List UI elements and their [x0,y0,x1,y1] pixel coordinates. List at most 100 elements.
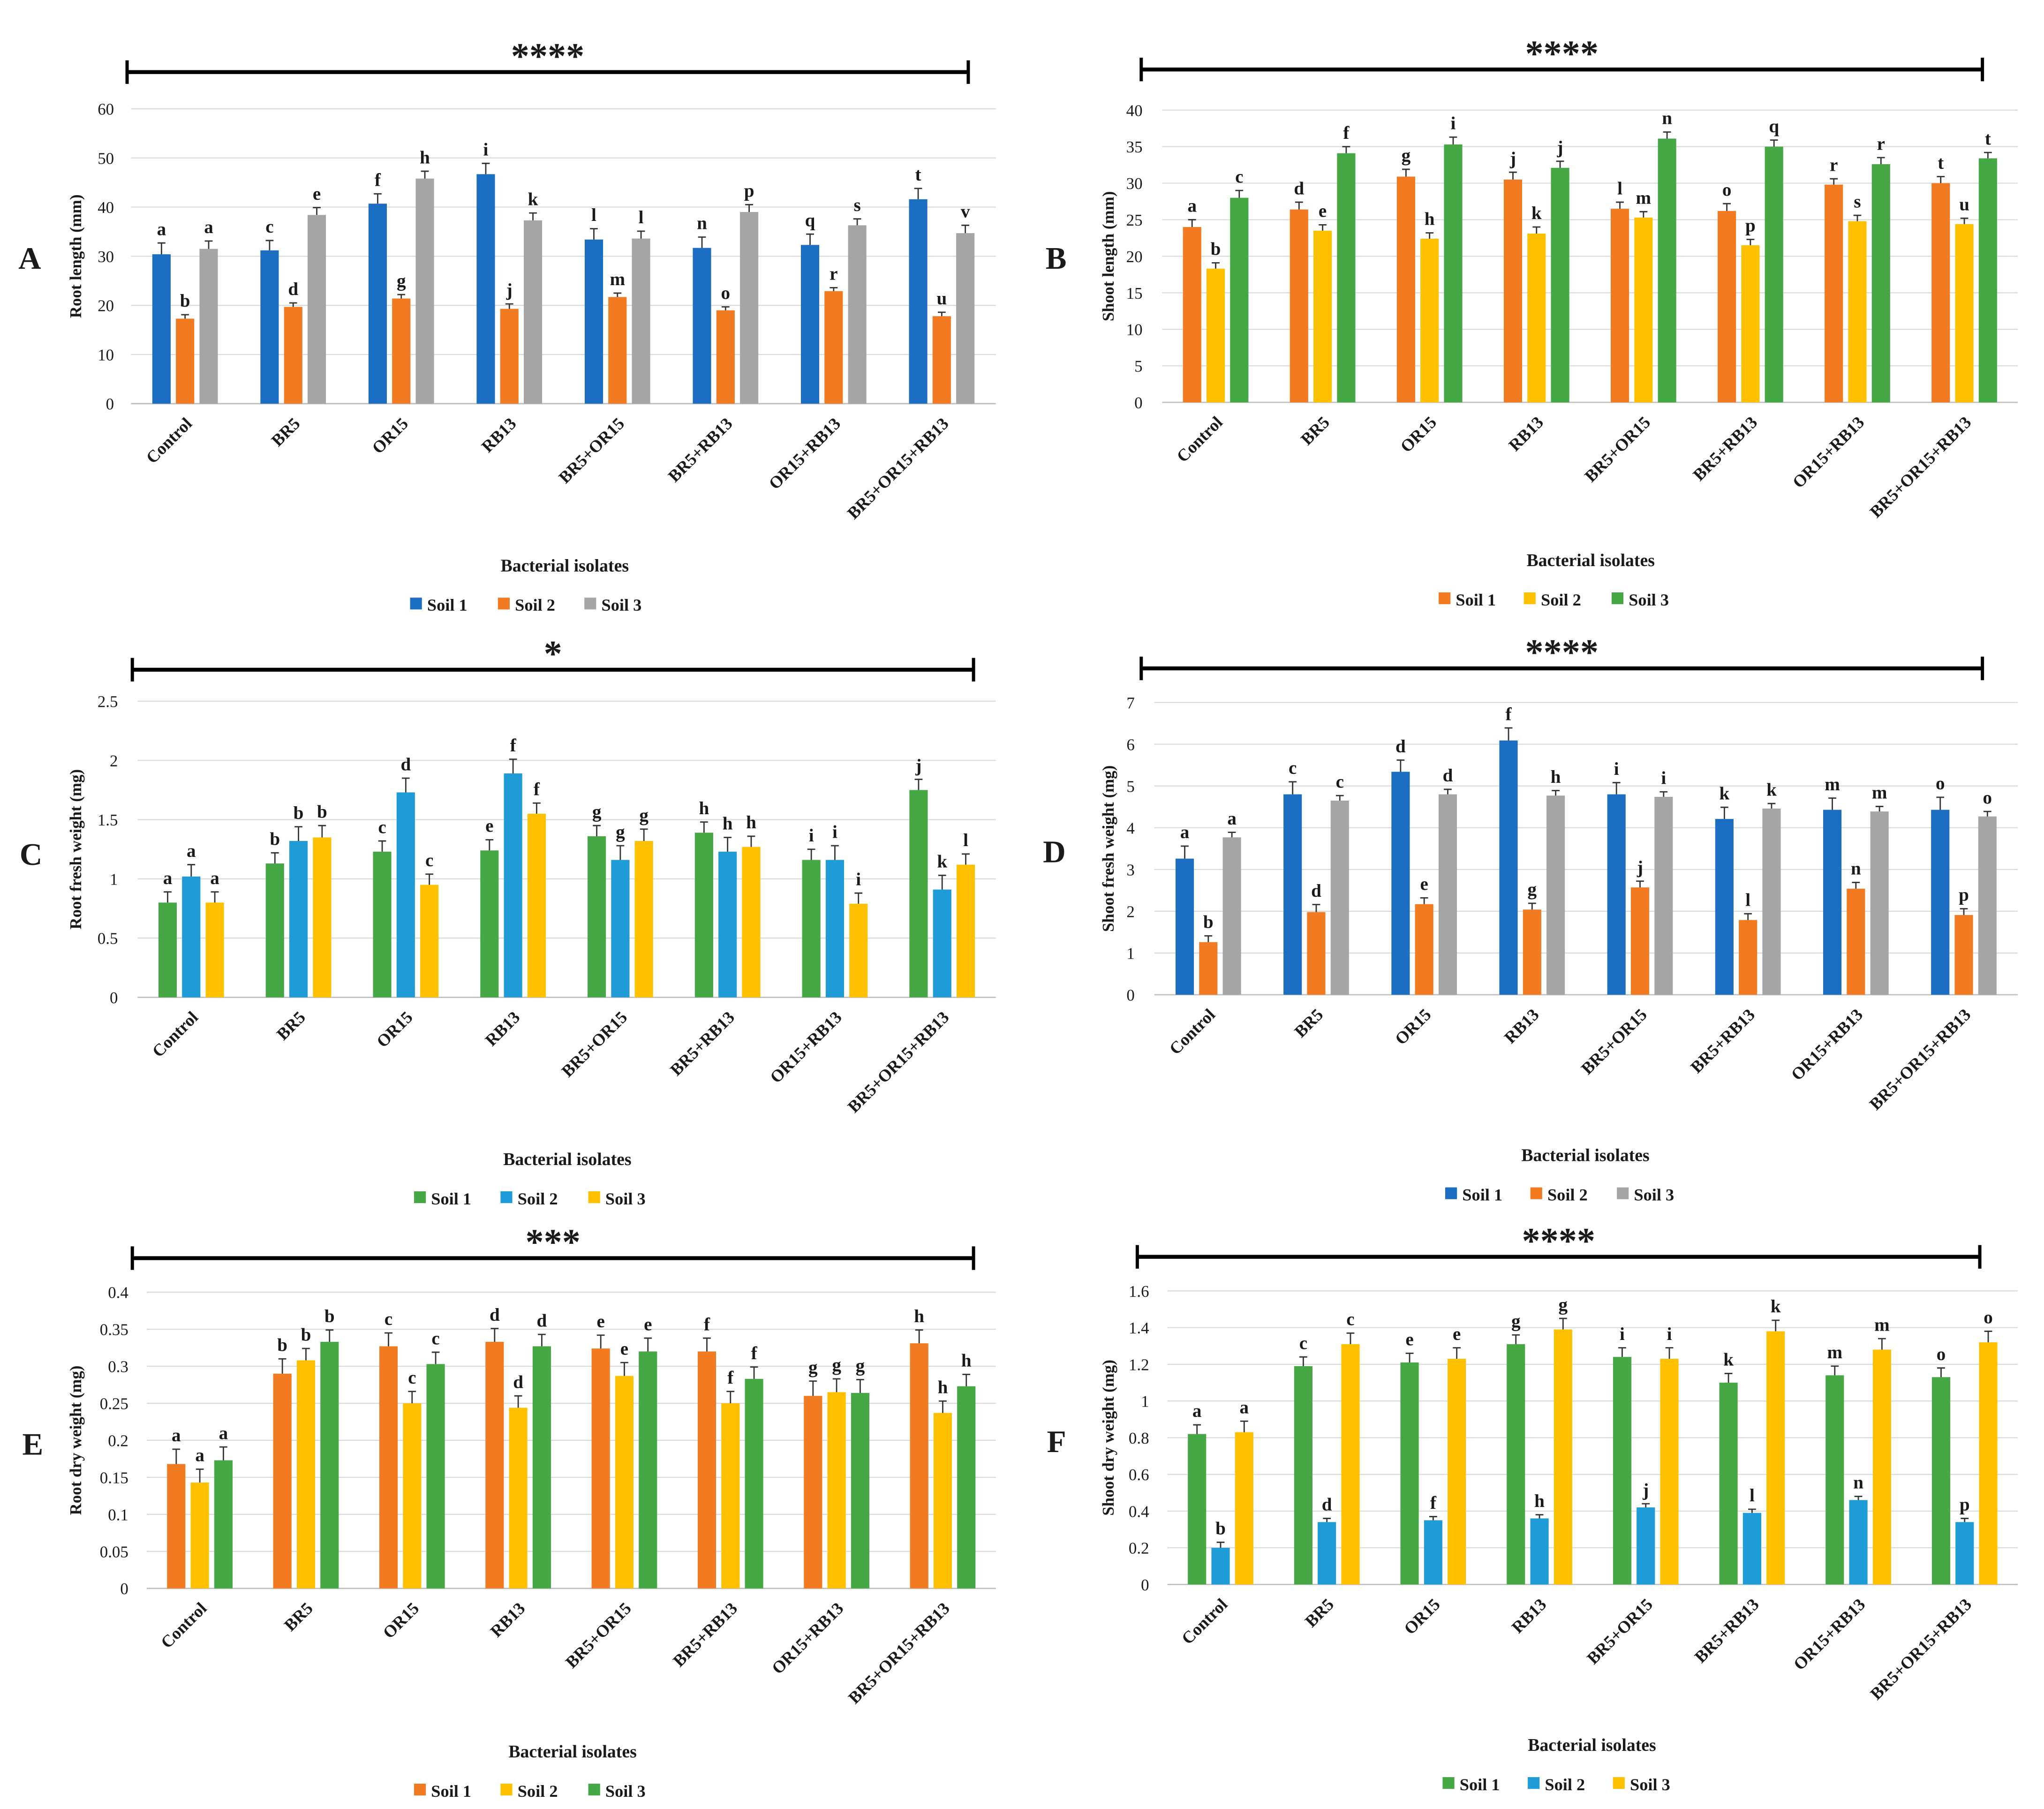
panel-letter: B [1046,241,1067,276]
bar [1444,144,1463,402]
bar [1766,1331,1785,1585]
bar [1424,1520,1442,1585]
x-tick-label: OR15 [1391,1005,1434,1048]
bar [1660,1359,1679,1585]
x-tick-label: BR5 [280,1599,317,1635]
x-tick-label: BR5+RB13 [666,1008,738,1080]
bar [848,225,867,404]
bar-letter: i [809,825,814,846]
bar [1199,942,1218,995]
y-tick-label: 4 [1126,819,1134,837]
bar-letter: q [805,210,815,230]
bar-letter: j [1637,857,1643,878]
bar-letter: m [1636,188,1652,208]
y-axis-title: Root length (mm) [67,194,85,318]
bar-letter: g [1402,145,1411,166]
bar-letter: a [1180,822,1190,842]
bar [1954,915,1973,995]
bar [1978,158,1997,402]
bar [1546,795,1565,995]
bar-letter: d [288,279,298,299]
bar [634,841,653,998]
x-tick-label: BR5+OR15+RB13 [845,1599,953,1708]
bar-letter: n [1853,1473,1863,1493]
bar-letter: k [1531,203,1542,223]
legend-swatch [1439,592,1451,605]
bar-letter: e [644,1314,652,1334]
bar-letter: b [317,802,327,822]
bar [1499,740,1518,995]
y-tick-label: 0.3 [108,1358,128,1376]
x-tick-label: OR15+RB13 [1789,413,1868,492]
bar-letter: f [534,779,540,799]
bar [205,902,224,998]
bar [1415,904,1433,995]
bar [1739,920,1757,995]
bar [523,220,543,404]
legend: Soil 1 Soil 2 Soil 3 [414,1189,646,1208]
bar [1823,810,1842,995]
y-tick-label: 0 [110,989,118,1007]
x-tick-label: BR5+OR15 [1577,1005,1651,1078]
bar-letter: d [1443,765,1453,786]
bar [1211,1548,1230,1585]
legend-swatch [1611,592,1624,605]
bar-letter: e [1453,1324,1461,1344]
bar [802,860,821,998]
legend-label: Soil 2 [1547,1186,1588,1204]
legend-label: Soil 1 [431,1189,471,1208]
bar [1396,176,1415,402]
bar [956,864,975,998]
bar [1400,1362,1419,1585]
y-tick-label: 1 [110,870,118,888]
bar [1765,146,1783,402]
y-tick-label: 1.6 [1129,1282,1149,1301]
bar-letter: b [324,1306,335,1326]
bar-letter: j [1509,148,1516,168]
bar [1420,238,1439,402]
legend-label: Soil 1 [1462,1186,1502,1204]
x-tick-label: Control [149,1008,202,1061]
y-tick-label: 1.4 [1129,1319,1149,1337]
bar-letter: a [1240,1397,1249,1417]
y-tick-label: 60 [98,100,114,119]
bar [1658,138,1676,402]
bar [1307,912,1326,995]
bar-letter: f [510,735,517,756]
bar [721,1403,740,1589]
x-axis-title: Bacterial isolates [1528,1735,1656,1755]
y-tick-label: 1.5 [98,811,118,829]
bar-letter: d [1311,881,1321,901]
legend-label: Soil 2 [518,1782,558,1801]
bar-letter: a [157,219,166,239]
legend-swatch [1530,1187,1542,1199]
bar-letter: c [265,217,273,237]
bar-letter: l [1750,1485,1755,1506]
bar-letter: o [721,283,731,303]
y-tick-label: 0 [1141,1576,1149,1594]
x-tick-label: OR15+RB13 [765,414,844,493]
bar-letter: r [830,264,837,284]
bar [1318,1522,1336,1585]
bar [742,847,761,998]
y-tick-label: 5 [1134,357,1142,376]
bar [910,1343,928,1589]
bar-letter: g [1511,1311,1521,1331]
bar [1530,1518,1549,1585]
bar-letter: t [1985,129,1991,149]
bar [396,792,415,998]
legend-swatch [1442,1777,1455,1789]
bar [1230,197,1249,402]
bar [1742,1513,1761,1585]
legend-swatch [500,1191,513,1203]
bar [1931,810,1950,995]
bar [1955,1522,1974,1585]
y-tick-label: 30 [1126,174,1143,193]
x-tick-label: RB13 [1508,1595,1550,1637]
bar [716,310,735,404]
bar [368,204,387,404]
legend-swatch [1524,592,1536,605]
bar-letter: e [620,1339,628,1359]
bar [849,903,868,998]
